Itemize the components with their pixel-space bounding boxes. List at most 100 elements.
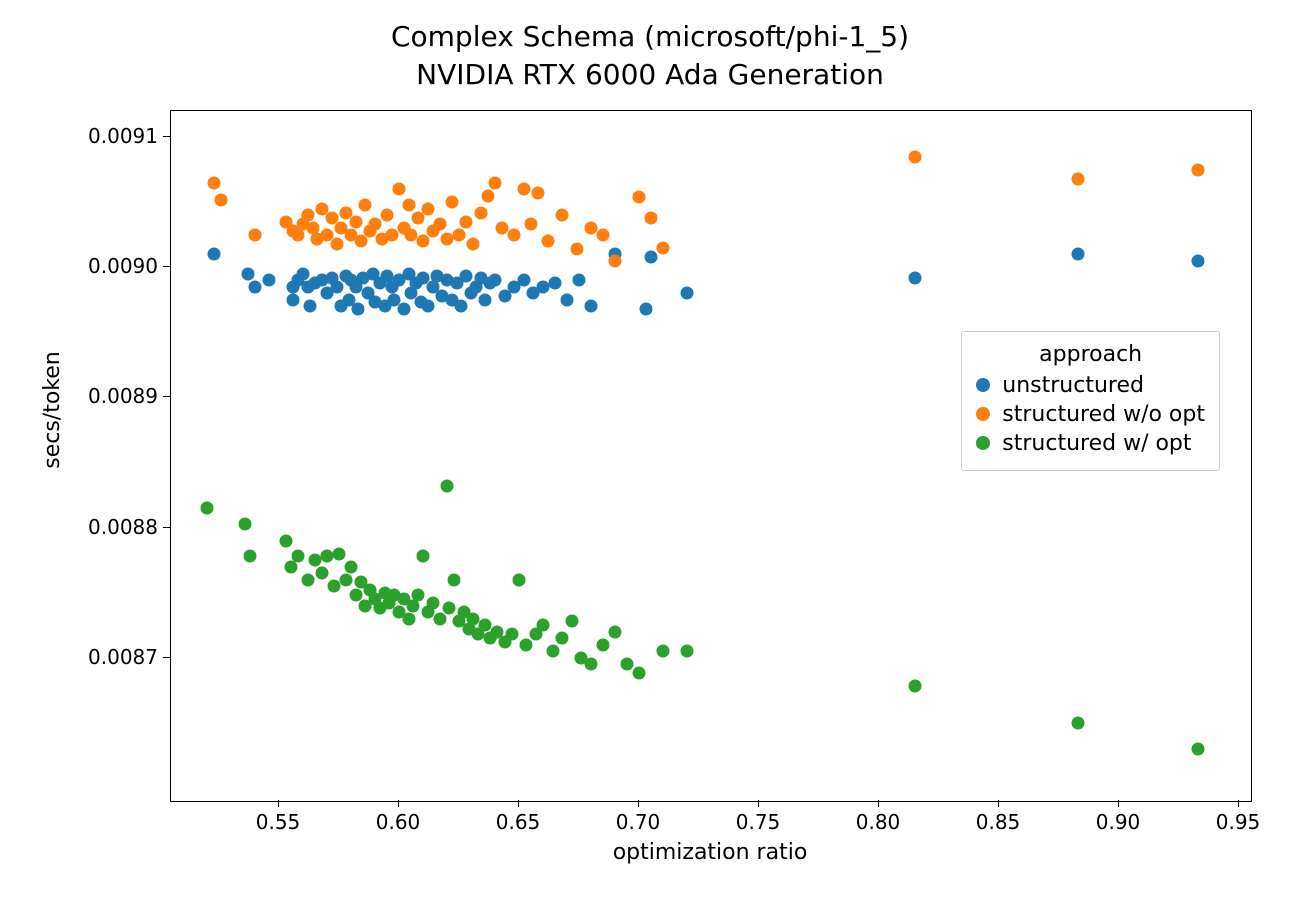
x-tick-label: 0.90 bbox=[1093, 810, 1143, 834]
data-point bbox=[909, 271, 922, 284]
y-tick-label: 0.0090 bbox=[88, 254, 158, 278]
data-point bbox=[561, 293, 574, 306]
data-point bbox=[297, 267, 310, 280]
data-point bbox=[609, 625, 622, 638]
chart-container: Complex Schema (microsoft/phi-1_5) NVIDI… bbox=[0, 0, 1300, 900]
data-point bbox=[263, 274, 276, 287]
data-point bbox=[215, 193, 228, 206]
data-point bbox=[565, 615, 578, 628]
data-point bbox=[433, 612, 446, 625]
legend-item: unstructured bbox=[976, 373, 1205, 398]
data-point bbox=[393, 183, 406, 196]
data-point bbox=[301, 573, 314, 586]
y-tick-label: 0.0088 bbox=[88, 515, 158, 539]
data-point bbox=[349, 215, 362, 228]
data-point bbox=[249, 280, 262, 293]
x-tick-mark bbox=[1118, 800, 1119, 807]
data-point bbox=[369, 218, 382, 231]
x-tick-mark bbox=[278, 800, 279, 807]
x-tick-mark bbox=[638, 800, 639, 807]
data-point bbox=[532, 187, 545, 200]
data-point bbox=[304, 300, 317, 313]
y-tick-mark bbox=[163, 266, 170, 267]
data-point bbox=[640, 302, 653, 315]
data-point bbox=[681, 645, 694, 658]
data-point bbox=[621, 658, 634, 671]
data-point bbox=[657, 241, 670, 254]
data-point bbox=[381, 209, 394, 222]
data-point bbox=[287, 293, 300, 306]
data-point bbox=[208, 248, 221, 261]
data-point bbox=[474, 206, 487, 219]
legend-label: structured w/ opt bbox=[1002, 431, 1191, 456]
data-point bbox=[909, 680, 922, 693]
y-tick-mark bbox=[163, 136, 170, 137]
data-point bbox=[481, 189, 494, 202]
legend-item: structured w/ opt bbox=[976, 431, 1205, 456]
data-point bbox=[340, 573, 353, 586]
legend-item: structured w/o opt bbox=[976, 402, 1205, 427]
legend-title: approach bbox=[976, 342, 1205, 367]
data-point bbox=[633, 667, 646, 680]
data-point bbox=[496, 222, 509, 235]
data-point bbox=[321, 550, 334, 563]
data-point bbox=[1072, 716, 1085, 729]
data-point bbox=[241, 267, 254, 280]
x-tick-mark bbox=[878, 800, 879, 807]
data-point bbox=[448, 573, 461, 586]
data-point bbox=[455, 300, 468, 313]
data-point bbox=[508, 228, 521, 241]
data-point bbox=[633, 190, 646, 203]
y-tick-label: 0.0091 bbox=[88, 124, 158, 148]
data-point bbox=[280, 534, 293, 547]
data-point bbox=[292, 550, 305, 563]
data-point bbox=[909, 150, 922, 163]
data-point bbox=[421, 300, 434, 313]
data-point bbox=[208, 176, 221, 189]
data-point bbox=[330, 237, 343, 250]
data-point bbox=[467, 237, 480, 250]
data-point bbox=[330, 280, 343, 293]
x-tick-mark bbox=[518, 800, 519, 807]
data-point bbox=[1192, 254, 1205, 267]
data-point bbox=[445, 196, 458, 209]
data-point bbox=[597, 228, 610, 241]
data-point bbox=[467, 612, 480, 625]
data-point bbox=[345, 560, 358, 573]
data-point bbox=[417, 550, 430, 563]
data-point bbox=[597, 638, 610, 651]
data-point bbox=[426, 597, 439, 610]
data-point bbox=[609, 254, 622, 267]
data-point bbox=[385, 228, 398, 241]
y-tick-mark bbox=[163, 396, 170, 397]
x-tick-label: 0.85 bbox=[973, 810, 1023, 834]
x-tick-label: 0.75 bbox=[733, 810, 783, 834]
data-point bbox=[441, 479, 454, 492]
data-point bbox=[541, 235, 554, 248]
x-axis-label: optimization ratio bbox=[170, 840, 1250, 865]
data-point bbox=[402, 198, 415, 211]
data-point bbox=[201, 502, 214, 515]
data-point bbox=[397, 302, 410, 315]
data-point bbox=[645, 211, 658, 224]
y-tick-label: 0.0089 bbox=[88, 384, 158, 408]
data-point bbox=[239, 517, 252, 530]
x-tick-mark bbox=[998, 800, 999, 807]
data-point bbox=[585, 658, 598, 671]
data-point bbox=[359, 198, 372, 211]
data-point bbox=[1072, 172, 1085, 185]
x-tick-mark bbox=[1238, 800, 1239, 807]
y-axis-label: secs/token bbox=[40, 310, 65, 510]
data-point bbox=[573, 274, 586, 287]
data-point bbox=[453, 228, 466, 241]
data-point bbox=[520, 638, 533, 651]
data-point bbox=[489, 176, 502, 189]
data-point bbox=[479, 293, 492, 306]
data-point bbox=[352, 302, 365, 315]
data-point bbox=[556, 632, 569, 645]
legend-label: unstructured bbox=[1002, 373, 1144, 398]
data-point bbox=[405, 228, 418, 241]
data-point bbox=[517, 183, 530, 196]
data-point bbox=[513, 573, 526, 586]
legend-label: structured w/o opt bbox=[1002, 402, 1205, 427]
